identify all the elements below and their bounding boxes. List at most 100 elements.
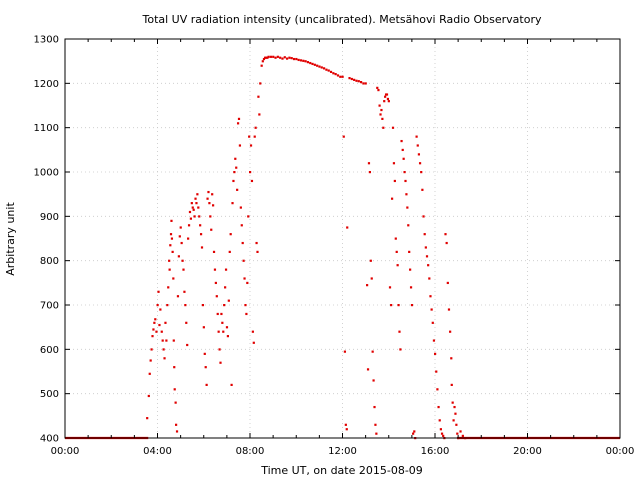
data-point [154,318,157,321]
data-point [148,372,151,375]
x-tick-label: 00:00 [51,446,80,457]
data-point [182,268,185,271]
data-point [173,388,176,391]
data-point [224,268,228,271]
data-point [209,215,212,218]
data-point [258,113,261,116]
data-point [234,157,237,160]
data-point [212,250,216,253]
data-point [400,139,403,143]
data-point [176,295,180,298]
data-point [447,308,451,311]
data-point [429,295,432,298]
data-point [295,57,298,61]
data-point [157,290,160,293]
data-point [162,348,165,351]
data-point [299,59,303,62]
data-point [187,224,191,227]
data-point [286,57,289,60]
data-point [404,179,407,183]
data-point [206,197,209,200]
data-point [311,62,314,66]
data-point [261,60,264,63]
data-point [174,401,177,404]
data-point [348,77,351,80]
data-point [180,241,183,245]
data-point [195,202,198,205]
data-point [186,343,189,347]
data-point [187,237,190,240]
data-point [260,64,263,67]
data-point [170,237,174,240]
data-point [388,286,392,289]
data-point [256,250,259,253]
data-point [453,405,456,409]
data-point [420,171,423,174]
data-point [368,171,371,174]
data-point [366,368,370,371]
data-point [313,63,316,66]
data-point [403,171,406,174]
data-point [384,95,387,98]
data-point [179,226,182,229]
data-point [194,197,197,200]
data-point [353,78,356,81]
data-point [390,197,394,200]
data-point [211,193,214,196]
data-point [418,162,422,165]
x-axis: 00:00 04:00 08:00 12:00 16:00 20:00 00:00 [51,39,634,457]
data-point [451,401,454,404]
data-point [387,100,390,103]
data-point [378,104,381,107]
x-tick-label: 20:00 [513,446,542,457]
data-point [409,286,413,289]
data-point [220,312,223,316]
data-point [367,162,371,165]
data-point [461,434,464,437]
data-point [193,215,196,218]
data-point [178,235,181,238]
data-point [191,206,194,209]
data-point [149,359,152,362]
data-point [405,193,408,196]
data-point [292,57,296,61]
data-point [281,57,284,60]
data-point [373,405,376,409]
data-point [318,65,321,68]
data-point [446,281,449,285]
data-point [254,126,257,129]
data-point [450,357,453,360]
data-point [250,179,254,183]
data-point [172,339,175,342]
data-point [309,61,312,65]
data-point [166,304,169,307]
data-point [249,171,252,174]
data-point [264,56,267,59]
data-point [444,233,447,236]
data-point [253,135,256,138]
data-point [192,208,195,211]
data-point [146,417,149,420]
data-point [437,405,440,409]
data-point [190,202,193,205]
data-point [372,379,375,382]
data-point [416,144,419,147]
data-point [262,57,266,61]
data-point [167,286,170,289]
data-point [196,193,199,196]
data-point [371,350,374,353]
data-point [334,73,337,76]
data-point [151,335,154,338]
data-point [177,255,180,258]
y-tick-label: 700 [40,301,59,312]
data-point [215,295,218,298]
data-point [454,412,457,415]
data-point [269,55,273,58]
data-point [350,77,353,81]
data-point [392,162,396,165]
data-point [201,304,205,307]
data-point [251,330,254,333]
data-point [382,126,385,129]
data-point [188,210,192,214]
